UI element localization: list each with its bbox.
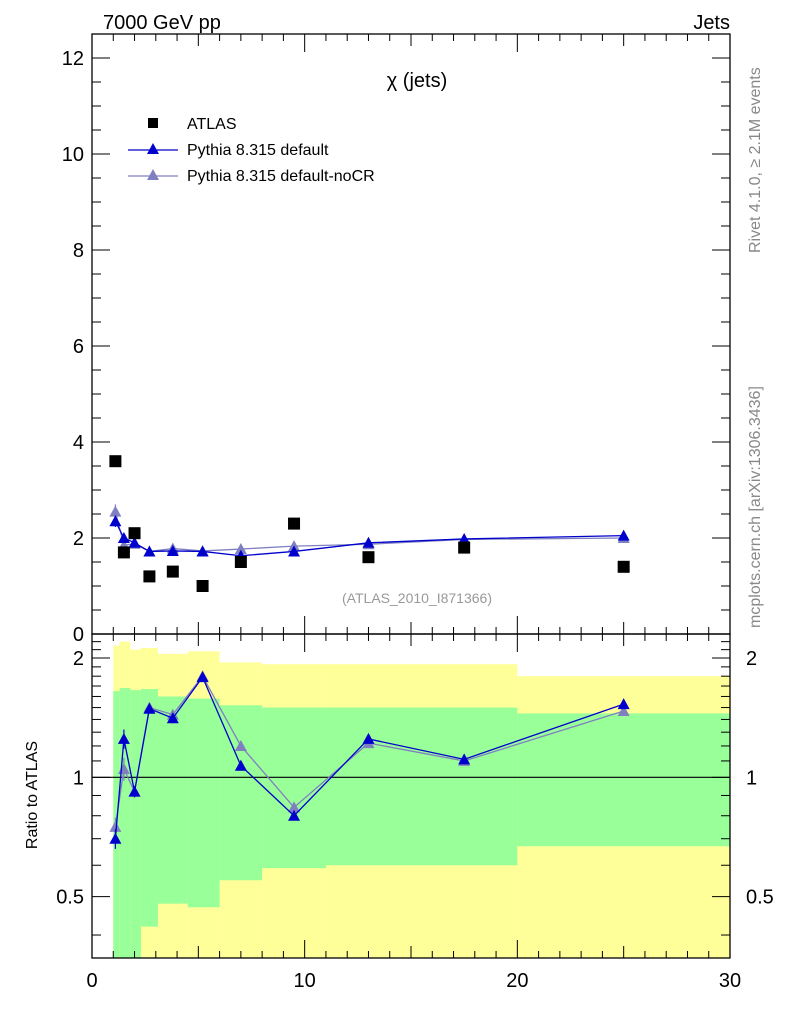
default-point (458, 532, 471, 544)
ratio-nocr-point (234, 739, 247, 751)
default-point (128, 536, 141, 548)
analysis-annotation: (ATLAS_2010_I871366) (342, 590, 492, 606)
green-band-5 (187, 698, 220, 908)
green-band-7 (262, 707, 326, 869)
ratio-y-tick-label-right: 1 (746, 767, 757, 789)
green-band-1 (119, 688, 131, 958)
atlas-point (196, 580, 209, 592)
x-tick-label: 0 (86, 970, 97, 992)
atlas-point (234, 556, 247, 568)
ratio-default-point (166, 712, 179, 724)
main-y-tick-label: 2 (73, 528, 84, 550)
ratio-nocr-point (288, 801, 301, 813)
mcplots-label: mcplots.cern.ch [arXiv:1306.3436] (747, 386, 764, 628)
default-point (117, 532, 130, 543)
atlas-point (143, 570, 156, 583)
ratio-default-point (234, 759, 247, 771)
ratio-default-point (617, 698, 630, 710)
x-tick-label: 20 (506, 970, 528, 992)
ratio-default-point (143, 702, 156, 714)
header-left: 7000 GeV pp (103, 12, 221, 34)
default-point (109, 515, 122, 527)
atlas-point (117, 546, 130, 559)
green-band-2 (130, 690, 141, 958)
ratio-nocr-point (109, 820, 122, 832)
ratio-default-point (117, 732, 130, 744)
main-title: χ (jets) (387, 70, 448, 92)
legend: ATLAS Pythia 8.315 default Pythia 8.315 … (128, 116, 375, 185)
legend-marker-nocr (147, 169, 159, 180)
legend-label-default: Pythia 8.315 default (187, 142, 329, 159)
ratio-y-tick-label-right: 2 (746, 648, 757, 670)
default-point (617, 529, 630, 541)
default-point (288, 545, 301, 557)
atlas-point (109, 455, 122, 468)
atlas-point (362, 551, 375, 564)
atlas-point (458, 541, 471, 554)
green-band-9 (517, 713, 730, 847)
ratio-default-point (362, 732, 375, 744)
ratio-y-tick-label: 2 (73, 648, 84, 670)
main-y-tick-label: 0 (73, 624, 84, 646)
atlas-point (288, 517, 301, 530)
default-point (196, 545, 209, 557)
x-tick-label: 10 (294, 970, 316, 992)
green-band-4 (157, 696, 188, 904)
default-point (143, 545, 156, 557)
ratio-y-tick-label: 1 (73, 767, 84, 789)
legend-label-nocr: Pythia 8.315 default-noCR (187, 168, 375, 185)
main-y-tick-label: 4 (73, 432, 84, 454)
ratio-y-tick-label-right: 0.5 (746, 887, 774, 909)
atlas-point (128, 527, 141, 540)
default-point (166, 544, 179, 556)
main-y-tick-label: 10 (62, 144, 84, 166)
ratio-default-point (128, 785, 141, 797)
main-y-tick-label: 12 (62, 48, 84, 70)
ratio-ylabel: Ratio to ATLAS (24, 741, 41, 849)
ratio-default-point (288, 809, 301, 821)
header-right: Jets (693, 12, 730, 34)
rivet-label: Rivet 4.1.0, ≥ 2.1M events (747, 67, 764, 253)
ratio-default-point (458, 753, 471, 765)
main-y-tick-label: 6 (73, 336, 84, 358)
main-y-tick-label: 8 (73, 240, 84, 262)
green-band-8 (325, 707, 518, 866)
ratio-y-tick-label: 0.5 (56, 887, 84, 909)
default-point (362, 536, 375, 548)
legend-marker-default (147, 143, 159, 154)
ratio-nocr-point (617, 705, 630, 717)
nocr-point (109, 505, 122, 517)
legend-marker-atlas (148, 118, 158, 128)
ratio-default-point (109, 832, 122, 844)
green-band-3 (140, 689, 158, 927)
nocr-point (234, 543, 247, 555)
atlas-point (166, 565, 179, 578)
legend-label-atlas: ATLAS (187, 116, 237, 133)
x-tick-label: 30 (719, 970, 741, 992)
atlas-point (617, 560, 630, 573)
ratio-default-point (196, 671, 209, 683)
